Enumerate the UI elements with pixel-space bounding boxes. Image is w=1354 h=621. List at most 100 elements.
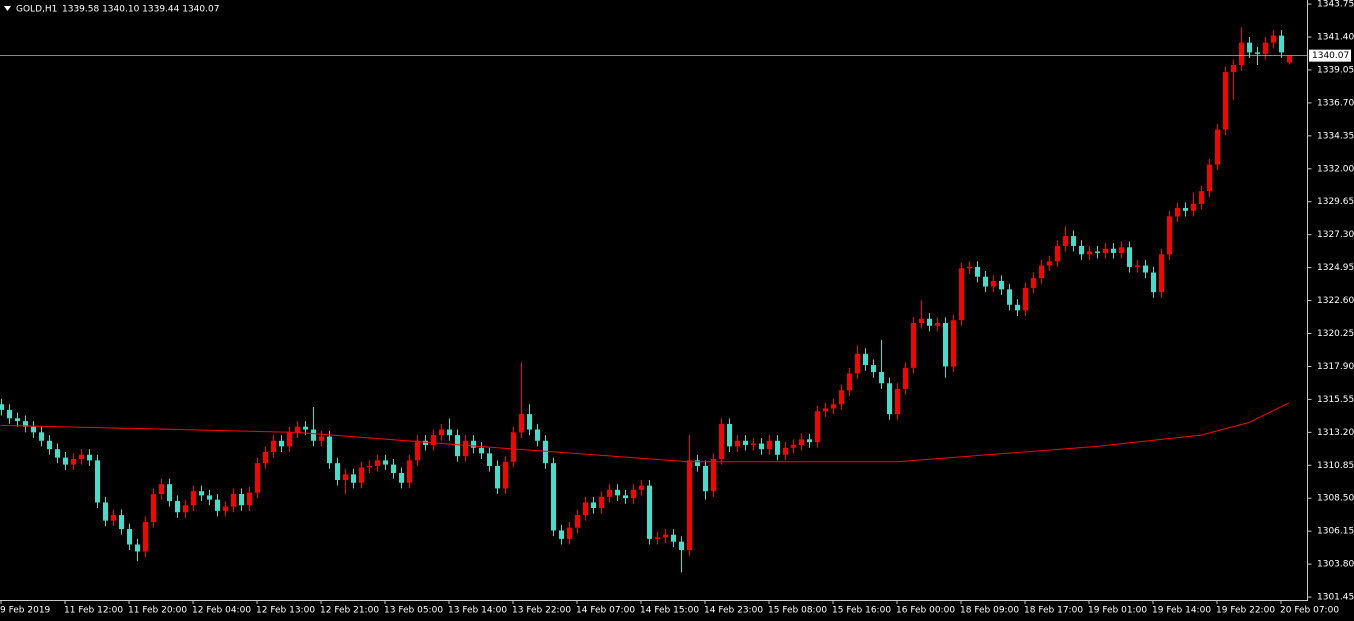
candle-body — [487, 453, 492, 466]
candle-body — [647, 485, 652, 539]
candle-body — [447, 429, 452, 436]
candle-body — [991, 280, 996, 287]
candle-body — [871, 365, 876, 373]
y-tick-label: 1313.20 — [1317, 428, 1354, 438]
candle-body — [383, 460, 388, 465]
candle-body — [223, 506, 228, 511]
candle-body — [127, 529, 132, 545]
candle-body — [695, 460, 700, 466]
candle-body — [367, 465, 372, 468]
candle-body — [1039, 265, 1044, 279]
candle-body — [303, 426, 308, 430]
y-tick-label: 1317.90 — [1317, 362, 1354, 372]
x-tick-label: 19 Feb 22:00 — [1216, 606, 1275, 616]
x-tick-label: 12 Feb 13:00 — [256, 606, 315, 616]
candle-body — [39, 432, 44, 441]
candle-body — [783, 447, 788, 455]
y-tick-label: 1343.75 — [1317, 0, 1354, 10]
candle-body — [567, 527, 572, 539]
candle-body — [679, 541, 684, 551]
candle-body — [31, 426, 36, 433]
candle-body — [279, 440, 284, 447]
candle-body — [1095, 251, 1100, 253]
candle-body — [207, 495, 212, 500]
candle-body — [751, 443, 756, 445]
y-tick-label: 1322.60 — [1317, 296, 1354, 306]
candle-body — [799, 439, 804, 445]
y-tick-label: 1315.55 — [1317, 395, 1354, 405]
candle-body — [775, 440, 780, 455]
candle-body — [1151, 272, 1156, 293]
candle-body — [791, 444, 796, 448]
candle-body — [95, 460, 100, 503]
candle-body — [1207, 164, 1212, 192]
candle-body — [727, 423, 732, 447]
candle-body — [1191, 203, 1196, 211]
candle-body — [863, 353, 868, 366]
candle-body — [439, 429, 444, 436]
candle-body — [503, 461, 508, 489]
candle-body — [1159, 254, 1164, 293]
candle-body — [471, 440, 476, 448]
candle-body — [1215, 129, 1220, 165]
header-arrow — [4, 6, 11, 11]
candle-body — [175, 501, 180, 513]
x-tick-label: 14 Feb 07:00 — [576, 606, 635, 616]
candle-body — [527, 414, 532, 430]
candle-body — [1143, 265, 1148, 273]
candle-body — [1079, 245, 1084, 255]
y-tick-label: 1339.05 — [1317, 65, 1354, 75]
candle-body — [359, 467, 364, 483]
candle-body — [191, 491, 196, 506]
y-tick-label: 1336.70 — [1317, 98, 1354, 108]
candle-body — [255, 463, 260, 493]
candle-body — [1175, 208, 1180, 217]
candle-body — [239, 494, 244, 506]
x-tick-label: 12 Feb 21:00 — [320, 606, 379, 616]
x-tick-label: 14 Feb 15:00 — [640, 606, 699, 616]
candle-body — [327, 436, 332, 464]
candle-body — [479, 447, 484, 454]
candle-body — [839, 390, 844, 405]
x-tick-label: 12 Feb 04:00 — [192, 606, 251, 616]
candle-body — [1087, 251, 1092, 255]
candle-body — [1231, 65, 1236, 73]
candle-body — [935, 322, 940, 326]
candle-body — [895, 388, 900, 415]
candle-body — [15, 418, 20, 422]
y-tick-label: 1327.30 — [1317, 230, 1354, 240]
candle-body — [319, 436, 324, 441]
y-tick-label: 1332.00 — [1317, 164, 1354, 174]
candle-body — [1047, 261, 1052, 266]
candle-body — [927, 318, 932, 326]
candle-body — [607, 489, 612, 497]
candle-body — [1183, 208, 1188, 211]
candle-body — [951, 320, 956, 367]
x-tick-label: 19 Feb 14:00 — [1152, 606, 1211, 616]
candle-body — [519, 414, 524, 433]
candle-body — [231, 494, 236, 507]
candle-body — [87, 454, 92, 461]
candle-body — [855, 353, 860, 374]
candle-body — [407, 460, 412, 483]
candle-body — [743, 440, 748, 445]
candle-body — [79, 454, 84, 459]
candle-body — [47, 440, 52, 450]
candle-body — [599, 496, 604, 509]
candle-body — [495, 465, 500, 489]
candle-body — [167, 484, 172, 502]
header-symbol: GOLD,H1 — [16, 5, 57, 15]
moving-average — [0, 402, 1290, 463]
candle-body — [823, 408, 828, 412]
candle-body — [1247, 42, 1252, 53]
candle-body — [463, 440, 468, 457]
x-tick-label: 13 Feb 22:00 — [512, 606, 571, 616]
candle-body — [735, 440, 740, 447]
candle-body — [119, 515, 124, 530]
y-tick-label: 1341.40 — [1317, 33, 1354, 43]
candle-body — [559, 530, 564, 539]
x-tick-label: 15 Feb 16:00 — [832, 606, 891, 616]
candle-body — [1031, 278, 1036, 288]
y-tick-label: 1324.95 — [1317, 263, 1354, 273]
